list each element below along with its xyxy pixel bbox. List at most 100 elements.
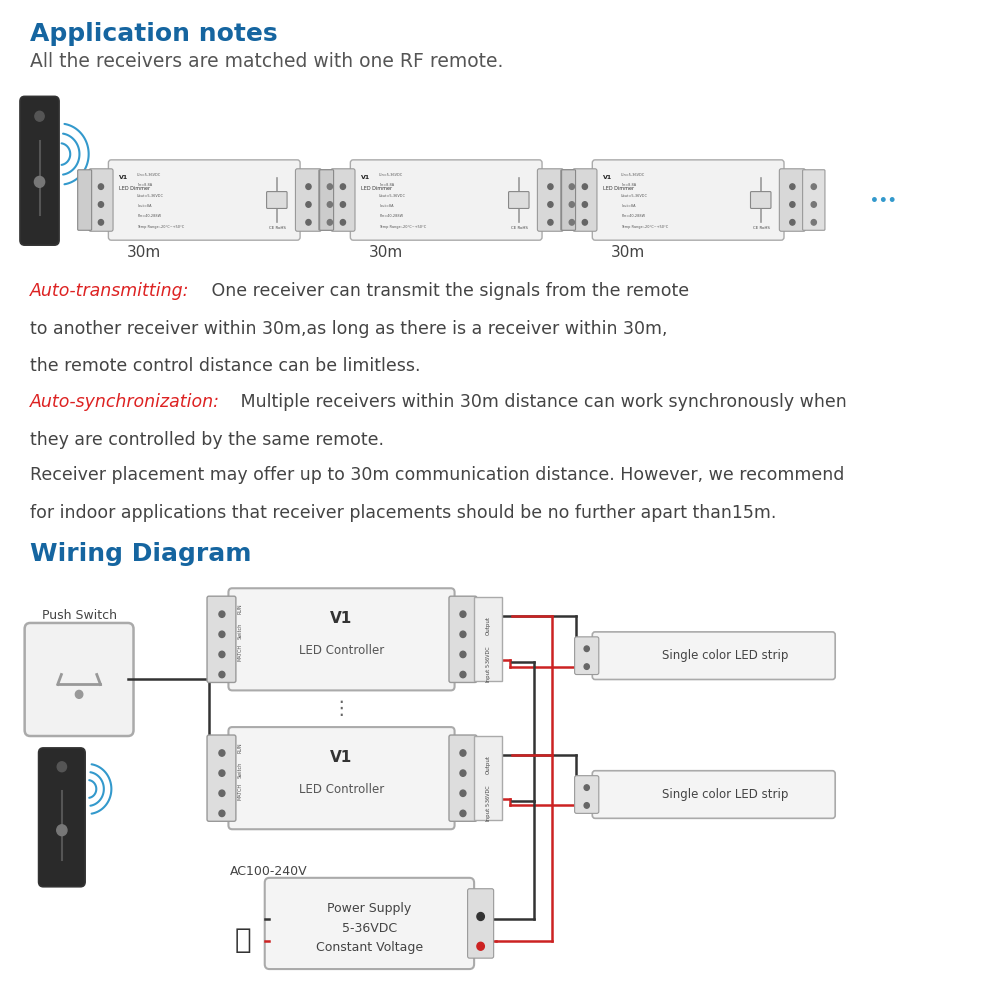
Text: RUN: RUN — [238, 604, 243, 614]
Circle shape — [460, 750, 466, 756]
Text: V1: V1 — [603, 175, 612, 180]
Text: MATCH: MATCH — [238, 644, 243, 661]
Text: 5-36VDC: 5-36VDC — [486, 784, 491, 806]
Circle shape — [460, 651, 466, 658]
Circle shape — [219, 611, 225, 617]
Text: 5-36VDC: 5-36VDC — [486, 645, 491, 667]
Text: Input: Input — [486, 807, 491, 821]
Text: ⋮: ⋮ — [332, 699, 351, 718]
Text: Output: Output — [486, 616, 491, 635]
Text: RUN: RUN — [238, 743, 243, 753]
FancyBboxPatch shape — [592, 771, 835, 818]
Circle shape — [460, 770, 466, 776]
Circle shape — [790, 184, 795, 189]
FancyBboxPatch shape — [474, 597, 502, 681]
Text: AC100-240V: AC100-240V — [230, 865, 308, 878]
Text: 30m: 30m — [369, 245, 403, 260]
Circle shape — [306, 202, 311, 207]
Circle shape — [340, 184, 346, 189]
Circle shape — [582, 184, 587, 189]
FancyBboxPatch shape — [319, 170, 341, 230]
Text: Uout=5-36VDC: Uout=5-36VDC — [621, 194, 648, 198]
Text: V1: V1 — [361, 175, 370, 180]
Circle shape — [219, 810, 225, 817]
Circle shape — [219, 790, 225, 796]
Circle shape — [790, 220, 795, 225]
Circle shape — [811, 220, 816, 225]
Text: Multiple receivers within 30m distance can work synchronously when: Multiple receivers within 30m distance c… — [235, 393, 847, 411]
Circle shape — [460, 810, 466, 817]
Text: they are controlled by the same remote.: they are controlled by the same remote. — [30, 431, 384, 449]
Circle shape — [584, 785, 589, 790]
Text: Receiver placement may offer up to 30m communication distance. However, we recom: Receiver placement may offer up to 30m c… — [30, 466, 845, 484]
Text: LED Controller: LED Controller — [299, 783, 384, 796]
Circle shape — [219, 750, 225, 756]
Text: Iout=8A: Iout=8A — [379, 204, 394, 208]
FancyBboxPatch shape — [20, 96, 59, 245]
Circle shape — [460, 671, 466, 678]
Circle shape — [219, 671, 225, 678]
Text: to another receiver within 30m,as long as there is a receiver within 30m,: to another receiver within 30m,as long a… — [30, 320, 668, 338]
Text: Wiring Diagram: Wiring Diagram — [30, 542, 252, 566]
FancyBboxPatch shape — [108, 160, 300, 240]
Circle shape — [584, 646, 589, 652]
Circle shape — [582, 220, 587, 225]
Text: Uin=5-36VDC: Uin=5-36VDC — [137, 173, 161, 177]
Circle shape — [34, 176, 45, 187]
Circle shape — [811, 202, 816, 207]
FancyBboxPatch shape — [265, 878, 474, 969]
FancyBboxPatch shape — [751, 192, 771, 208]
FancyBboxPatch shape — [25, 623, 134, 736]
Text: Uin=5-36VDC: Uin=5-36VDC — [621, 173, 645, 177]
Circle shape — [569, 184, 574, 189]
Circle shape — [584, 664, 589, 669]
Circle shape — [340, 220, 346, 225]
Circle shape — [548, 184, 553, 189]
Circle shape — [98, 184, 104, 189]
FancyBboxPatch shape — [39, 748, 85, 887]
Text: Pin=40-288W: Pin=40-288W — [621, 214, 645, 218]
Text: V1: V1 — [119, 175, 128, 180]
Circle shape — [582, 202, 587, 207]
Circle shape — [569, 202, 574, 207]
FancyBboxPatch shape — [228, 588, 455, 690]
Text: Switch: Switch — [238, 623, 243, 639]
Text: ⚿: ⚿ — [235, 926, 252, 954]
Text: Temp Range:-20°C~+50°C: Temp Range:-20°C~+50°C — [137, 225, 184, 229]
FancyBboxPatch shape — [561, 170, 583, 230]
Text: Pin=40-288W: Pin=40-288W — [379, 214, 403, 218]
Circle shape — [460, 790, 466, 796]
Text: LED Dimmer: LED Dimmer — [361, 186, 392, 191]
Text: Switch: Switch — [238, 762, 243, 778]
FancyBboxPatch shape — [350, 160, 542, 240]
Circle shape — [306, 220, 311, 225]
FancyBboxPatch shape — [468, 889, 494, 958]
FancyBboxPatch shape — [575, 637, 599, 675]
Circle shape — [460, 631, 466, 637]
Text: Iin=8.8A: Iin=8.8A — [137, 183, 152, 187]
FancyBboxPatch shape — [537, 169, 563, 231]
FancyBboxPatch shape — [573, 169, 597, 231]
Circle shape — [75, 690, 83, 698]
Text: CE RoHS: CE RoHS — [753, 226, 770, 230]
Circle shape — [327, 184, 332, 189]
Text: V1: V1 — [330, 611, 353, 626]
Circle shape — [219, 770, 225, 776]
FancyBboxPatch shape — [331, 169, 355, 231]
Text: Temp Range:-20°C~+50°C: Temp Range:-20°C~+50°C — [621, 225, 668, 229]
Circle shape — [477, 942, 484, 950]
Circle shape — [57, 762, 67, 772]
Circle shape — [35, 111, 44, 121]
Text: Pin=40-288W: Pin=40-288W — [137, 214, 161, 218]
Text: CE RoHS: CE RoHS — [269, 226, 286, 230]
Text: Power Supply: Power Supply — [327, 902, 412, 915]
Circle shape — [327, 220, 332, 225]
Circle shape — [219, 631, 225, 637]
FancyBboxPatch shape — [207, 735, 236, 821]
Circle shape — [327, 202, 332, 207]
Text: CE RoHS: CE RoHS — [511, 226, 528, 230]
FancyBboxPatch shape — [78, 170, 92, 230]
Text: Iout=8A: Iout=8A — [137, 204, 152, 208]
Circle shape — [219, 651, 225, 658]
Circle shape — [477, 913, 484, 920]
